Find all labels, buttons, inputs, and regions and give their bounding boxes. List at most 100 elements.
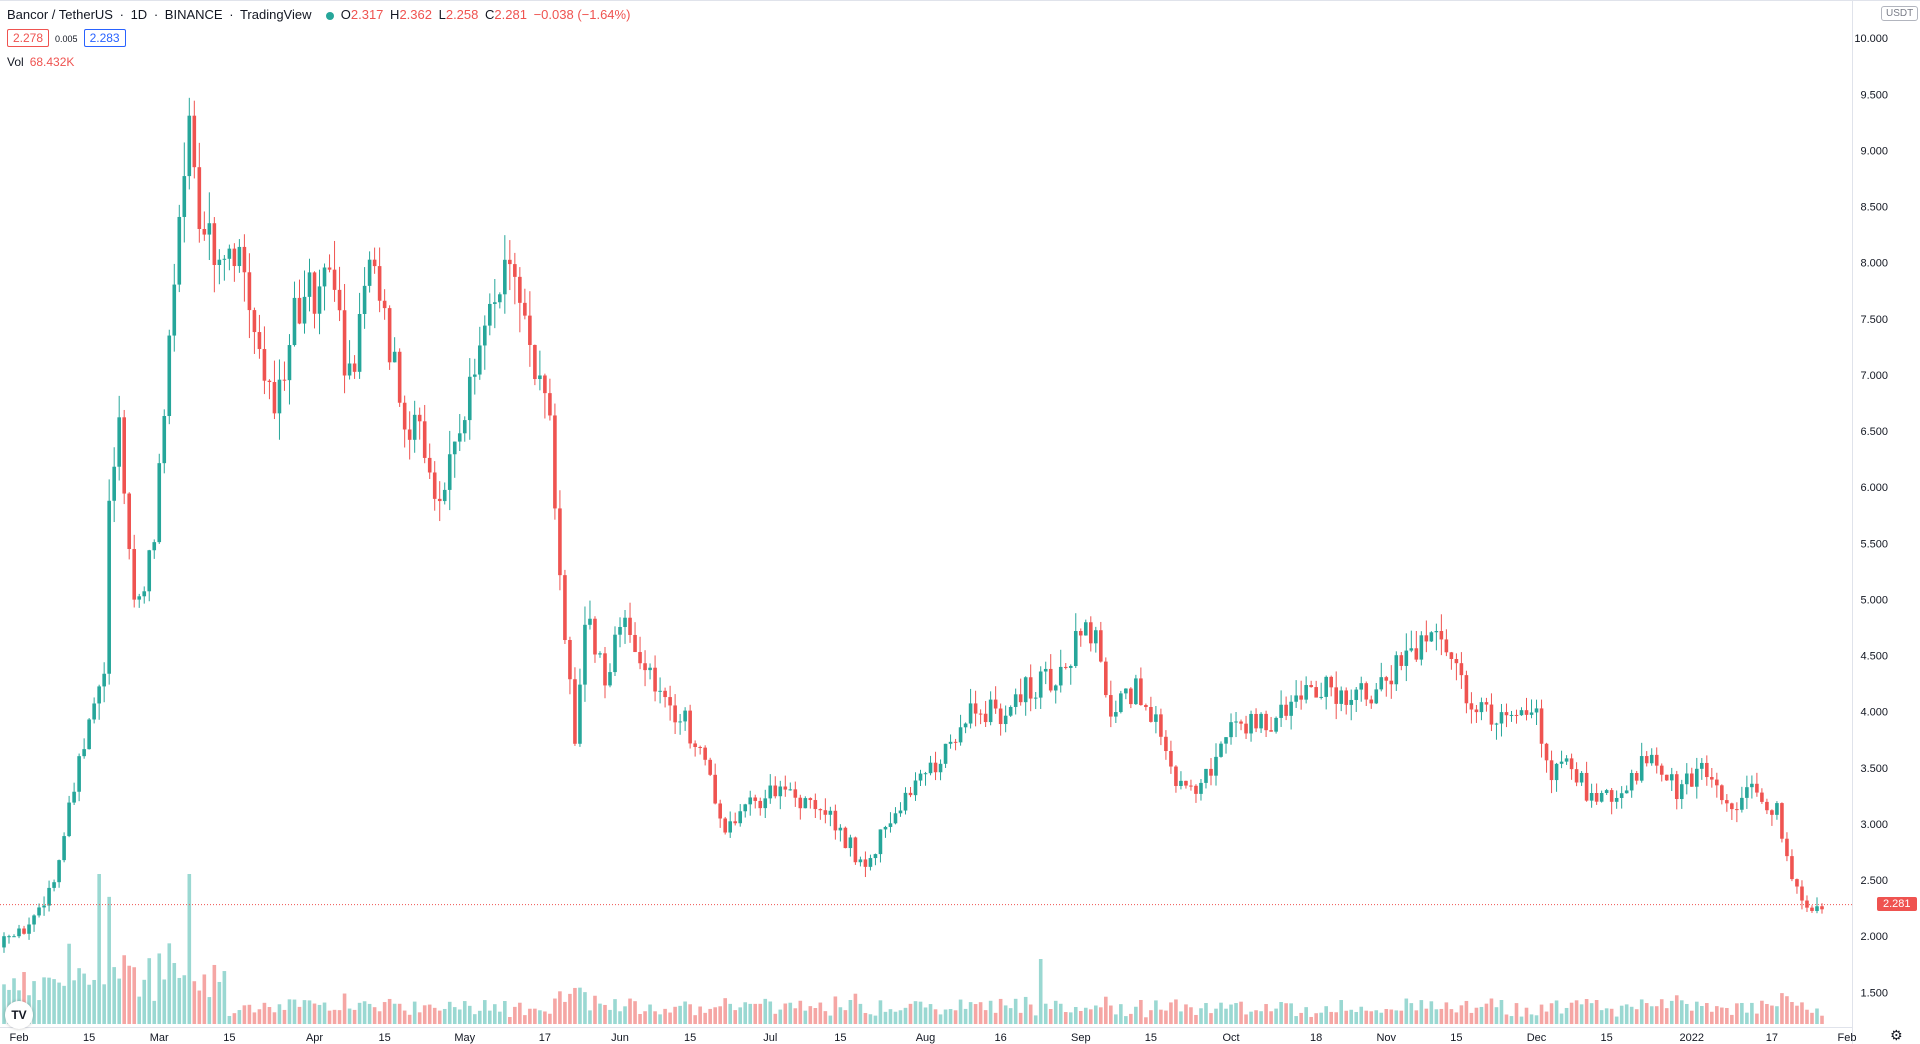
volume-bar bbox=[743, 1002, 748, 1024]
candle-body bbox=[673, 705, 677, 723]
candle-body bbox=[332, 269, 337, 290]
volume-bar bbox=[447, 1001, 452, 1024]
candle-body bbox=[447, 454, 452, 490]
candle-body bbox=[1194, 785, 1198, 794]
candle-body bbox=[903, 792, 908, 811]
volume-bar bbox=[1554, 1000, 1559, 1024]
volume-bar bbox=[82, 973, 86, 1024]
candle-body bbox=[1144, 705, 1148, 707]
candle-body bbox=[27, 924, 31, 934]
candle-body bbox=[1735, 809, 1739, 811]
candle-body bbox=[498, 294, 502, 303]
low-value: 2.258 bbox=[445, 7, 479, 22]
candle-body bbox=[1684, 773, 1689, 785]
volume-bar bbox=[212, 964, 217, 1024]
volume-bar bbox=[608, 1009, 612, 1024]
volume-bar bbox=[1529, 1014, 1534, 1024]
candle-body bbox=[818, 809, 823, 811]
volume-bar bbox=[1489, 998, 1494, 1024]
volume-bar bbox=[973, 1004, 978, 1024]
volume-bar bbox=[252, 1012, 257, 1024]
volume-bar bbox=[703, 1012, 707, 1024]
candle-body bbox=[362, 285, 367, 314]
volume-bar bbox=[1569, 1002, 1574, 1024]
volume-bar bbox=[77, 968, 81, 1024]
high-value: 2.362 bbox=[399, 7, 432, 22]
candle-body bbox=[1644, 756, 1649, 764]
candle-body bbox=[1204, 768, 1208, 783]
volume-bar bbox=[42, 977, 46, 1024]
volume-bar bbox=[1219, 1002, 1223, 1024]
candle-body bbox=[1654, 754, 1659, 766]
volume-label[interactable]: Vol bbox=[7, 55, 24, 69]
candle-body bbox=[598, 653, 602, 655]
candle-body bbox=[868, 858, 873, 867]
volume-bar bbox=[227, 1015, 232, 1024]
volume-bar bbox=[603, 1004, 607, 1024]
exchange-label: BINANCE bbox=[164, 7, 223, 22]
volume-bar bbox=[112, 967, 116, 1024]
candle-body bbox=[147, 550, 152, 592]
volume-bar bbox=[598, 1003, 602, 1024]
volume-bar bbox=[788, 1002, 793, 1024]
volume-bar bbox=[893, 1011, 898, 1024]
candle-body bbox=[1664, 774, 1669, 781]
ask-button[interactable]: 2.283 bbox=[83, 29, 126, 47]
candle-body bbox=[683, 710, 687, 722]
volume-bar bbox=[457, 1009, 462, 1024]
candle-body bbox=[1629, 773, 1634, 791]
candle-body bbox=[1414, 648, 1419, 660]
candle-body bbox=[1149, 706, 1153, 722]
volume-bar bbox=[1314, 1013, 1318, 1024]
volume-bar bbox=[628, 998, 632, 1024]
candle-body bbox=[357, 313, 362, 372]
volume-bar bbox=[1539, 1004, 1544, 1024]
volume-bar bbox=[493, 1004, 497, 1024]
interval-label[interactable]: 1D bbox=[130, 7, 148, 22]
volume-bar bbox=[1629, 1006, 1634, 1024]
volume-bar bbox=[503, 1001, 507, 1024]
volume-bar bbox=[828, 1015, 833, 1024]
candle-body bbox=[1008, 706, 1013, 716]
x-tick-label: 15 bbox=[1145, 1032, 1157, 1044]
candle-body bbox=[843, 827, 848, 849]
volume-bar bbox=[247, 1004, 252, 1024]
gear-icon[interactable]: ⚙ bbox=[1890, 1027, 1903, 1043]
candle-body bbox=[828, 810, 833, 815]
candle-body bbox=[1354, 689, 1359, 700]
candle-body bbox=[482, 325, 487, 346]
candle-body bbox=[533, 344, 537, 380]
tradingview-logo-icon[interactable]: TV bbox=[5, 1001, 33, 1029]
candle-body bbox=[32, 915, 36, 925]
candle-body bbox=[958, 727, 963, 743]
candle-body bbox=[142, 591, 147, 597]
volume-bar bbox=[948, 1009, 953, 1024]
bid-button[interactable]: 2.278 bbox=[7, 29, 50, 47]
volume-bar bbox=[1584, 999, 1589, 1024]
symbol-name[interactable]: Bancor / TetherUS bbox=[7, 7, 113, 22]
volume-bar bbox=[853, 993, 858, 1024]
candle-body bbox=[513, 264, 517, 277]
volume-bar bbox=[1800, 1002, 1804, 1024]
currency-label[interactable]: USDT bbox=[1881, 6, 1919, 21]
volume-bar bbox=[1394, 1010, 1399, 1024]
candle-body bbox=[503, 259, 507, 295]
candle-body bbox=[1043, 668, 1048, 672]
candle-body bbox=[878, 829, 883, 855]
candle-body bbox=[1424, 635, 1429, 642]
volume-bar bbox=[202, 974, 207, 1024]
volume-bar bbox=[1304, 1007, 1308, 1024]
volume-bar bbox=[1659, 999, 1664, 1024]
volume-bar bbox=[332, 1009, 337, 1024]
volume-bar bbox=[382, 1002, 387, 1024]
candle-body bbox=[1609, 790, 1614, 802]
volume-bar bbox=[658, 1014, 662, 1024]
volume-bar bbox=[1284, 1003, 1288, 1024]
volume-bar bbox=[92, 979, 96, 1024]
volume-bar bbox=[763, 998, 768, 1024]
volume-bar bbox=[1114, 1014, 1118, 1024]
volume-bar bbox=[688, 1004, 692, 1024]
candle-body bbox=[1048, 668, 1053, 691]
